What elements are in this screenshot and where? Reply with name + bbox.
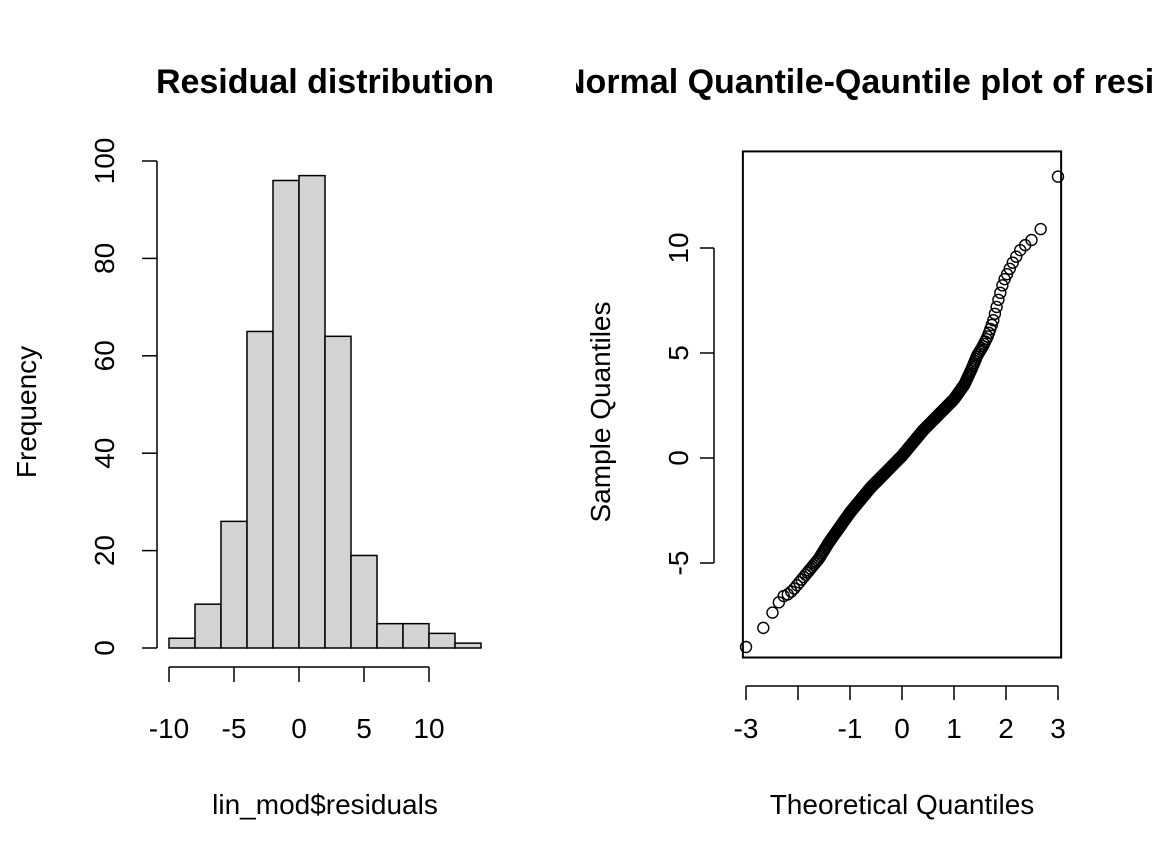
qq-point	[757, 621, 770, 635]
qq-y-axis: -5 0 5 10	[663, 232, 715, 576]
qq-point	[996, 279, 1009, 292]
histogram-x-tick-label: -5	[222, 713, 247, 744]
histogram-y-label: Frequency	[11, 346, 42, 478]
histogram-y-tick-label: 100	[89, 138, 120, 185]
qq-x-tick-label: 1	[946, 713, 962, 744]
qq-point	[1025, 233, 1038, 247]
qq-point	[1006, 256, 1019, 269]
qq-y-tick-label: -5	[663, 551, 694, 576]
qq-x-tick-label: -3	[734, 713, 759, 744]
qq-point	[990, 300, 1003, 314]
histogram-y-tick-label: 20	[89, 535, 120, 566]
qq-point	[781, 588, 794, 601]
histogram-x-tick-label: 10	[413, 713, 444, 744]
histogram-bar	[272, 179, 300, 649]
qq-x-tick-label: 3	[1050, 713, 1066, 744]
qq-point	[1010, 250, 1023, 263]
histogram-bar	[428, 632, 456, 649]
qq-point	[988, 307, 1002, 320]
histogram-bar	[376, 622, 404, 649]
qq-point	[994, 286, 1007, 300]
qq-x-tick-label: -1	[838, 713, 863, 744]
histogram-x-tick-label: -10	[149, 713, 189, 744]
histogram-y-tick-label: 40	[89, 438, 120, 469]
histogram-x-tick-label: 5	[356, 713, 372, 744]
histogram-y-tick-label: 80	[89, 243, 120, 274]
histogram-bar	[168, 637, 196, 649]
qq-y-tick-label: 5	[663, 345, 694, 361]
qq-point	[992, 293, 1005, 306]
qq-point	[766, 606, 779, 619]
histogram-bar	[220, 520, 248, 649]
qq-point	[1051, 170, 1065, 183]
histogram-bar	[194, 603, 222, 649]
qq-x-tick-label: 0	[894, 713, 910, 744]
histogram-y-tick-label: 60	[89, 340, 120, 371]
qq-point	[739, 640, 753, 654]
histogram-x-tick-label: 0	[291, 713, 307, 744]
qq-x-label: Theoretical Quantiles	[770, 789, 1035, 820]
histogram-bar	[324, 335, 352, 649]
histogram-bar	[350, 554, 378, 649]
qq-point	[1034, 222, 1047, 236]
histogram-y-tick-label: 0	[89, 640, 120, 656]
histogram-panel: Residual distribution -10 -5 0 5 10 0 20 40 60 8…	[11, 63, 494, 820]
qq-x-tick-label: 2	[998, 713, 1014, 744]
qq-plot-box	[741, 150, 1063, 659]
histogram-bar	[454, 642, 482, 649]
qq-y-label: Sample Quantiles	[585, 301, 616, 522]
qq-title: Normal Quantile-Qauntile plot of residua…	[561, 63, 1152, 101]
histogram-x-label: lin_mod$residuals	[212, 789, 438, 820]
qq-point	[1003, 262, 1016, 275]
qq-panel: Normal Quantile-Qauntile plot of residua…	[561, 63, 1152, 820]
qq-point	[987, 314, 1000, 327]
qq-x-axis: -3 -1 0 1 2 3	[734, 685, 1066, 744]
histogram-bar	[246, 330, 274, 649]
qq-y-tick-label: 0	[663, 450, 694, 466]
histogram-y-axis: 0 20 40 60 80 100	[89, 138, 158, 656]
histogram-title: Residual distribution	[156, 63, 494, 101]
histogram-bars	[168, 174, 482, 649]
qq-points	[739, 170, 1065, 654]
histogram-bar	[298, 174, 326, 649]
histogram-bar	[402, 622, 430, 649]
histogram-x-axis: -10 -5 0 5 10	[149, 666, 445, 744]
qq-y-tick-label: 10	[663, 232, 694, 263]
